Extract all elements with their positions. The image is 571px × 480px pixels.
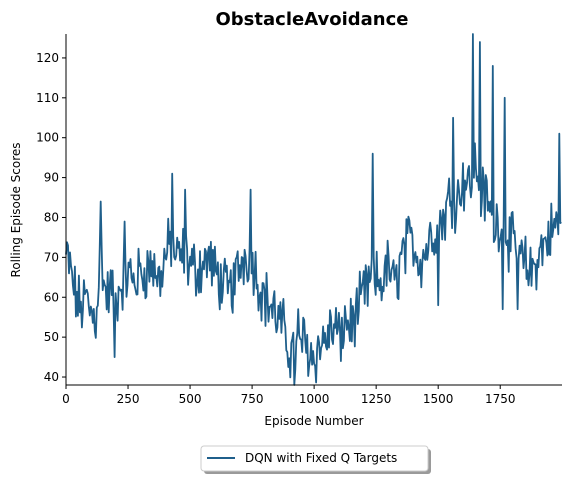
plot-area <box>65 33 562 386</box>
y-tick-label: 50 <box>44 330 59 344</box>
y-tick-label: 40 <box>44 370 59 384</box>
legend-label: DQN with Fixed Q Targets <box>245 451 397 465</box>
x-axis-label: Episode Number <box>264 414 363 428</box>
y-tick-label: 120 <box>36 51 59 65</box>
legend: DQN with Fixed Q Targets <box>200 445 431 474</box>
x-tick-label: 1250 <box>361 392 392 406</box>
x-tick-label: 500 <box>179 392 202 406</box>
x-tick-label: 1000 <box>299 392 330 406</box>
y-tick-label: 60 <box>44 290 59 304</box>
chart-title: ObstacleAvoidance <box>216 9 409 30</box>
x-ticks: 0 250 500 750 1000 1250 1500 1750 <box>62 385 515 406</box>
x-tick-label: 1750 <box>485 392 516 406</box>
x-tick-label: 1500 <box>423 392 454 406</box>
y-tick-label: 100 <box>36 131 59 145</box>
series-line-dqn-fixed-q-targets <box>65 33 562 386</box>
y-tick-label: 110 <box>36 91 59 105</box>
y-tick-label: 90 <box>44 171 59 185</box>
x-tick-label: 0 <box>62 392 70 406</box>
legend-box <box>200 445 429 472</box>
y-tick-label: 70 <box>44 250 59 264</box>
y-tick-label: 80 <box>44 210 59 224</box>
y-axis-label: Rolling Episode Scores <box>9 143 23 278</box>
y-ticks: 40 50 60 70 80 90 100 110 120 <box>36 51 66 384</box>
x-tick-label: 750 <box>241 392 264 406</box>
x-tick-label: 250 <box>117 392 140 406</box>
